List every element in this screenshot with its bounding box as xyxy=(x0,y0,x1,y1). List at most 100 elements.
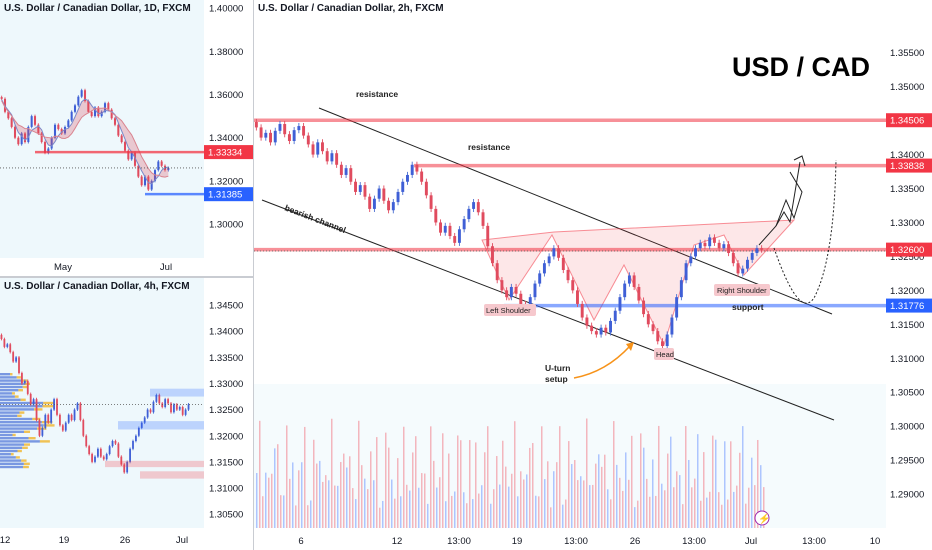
main-volume-bar xyxy=(475,442,477,528)
main-price-tick: 1.34000 xyxy=(890,150,924,161)
main-volume-bar xyxy=(379,507,381,528)
main-volume-bar xyxy=(733,491,735,528)
main-label-resistance-mid: resistance xyxy=(468,142,510,152)
main-volume-bar xyxy=(337,485,339,528)
main-price-axis-svg[interactable]: 1.35500 1.35000 1.34000 1.33500 1.33000 1.325… xyxy=(886,0,932,550)
main-price-tick: 1.30000 xyxy=(890,422,924,433)
h4-price-tick: 1.30500 xyxy=(209,510,243,521)
main-heading: USD / CAD xyxy=(732,52,870,82)
main-price-tick: 1.31500 xyxy=(890,320,924,331)
main-volume-bar xyxy=(391,479,393,528)
main-candle-body xyxy=(538,273,542,284)
main-volume-bar xyxy=(358,420,360,528)
h4-candle-body xyxy=(21,373,23,384)
main-volume-bar xyxy=(427,503,429,528)
main-price-tick: 1.29500 xyxy=(890,456,924,467)
main-price-tick: 1.33000 xyxy=(890,218,924,229)
h4-candle-body xyxy=(67,414,70,423)
main-volume-bar xyxy=(568,441,570,528)
h4-volume-profile-bar xyxy=(0,414,18,417)
main-price-axis[interactable]: 1.35500 1.35000 1.34000 1.33500 1.33000 1.325… xyxy=(886,0,932,550)
main-volume-bar xyxy=(550,507,552,528)
main-candle-body xyxy=(736,263,740,274)
main-volume-bar xyxy=(340,462,342,528)
main-label-support: support xyxy=(732,302,764,312)
main-candle-body xyxy=(481,212,485,226)
main-candle-body xyxy=(415,164,419,172)
daily-price-axis[interactable]: 1.40000 1.38000 1.36000 1.34000 1.32000 1.300… xyxy=(204,0,254,275)
main-time-tick: 10 xyxy=(870,536,881,547)
main-candle-body xyxy=(604,327,608,333)
main-candle-body xyxy=(269,132,272,143)
daily-axis-background xyxy=(204,0,254,275)
main-head-shoulders-pattern xyxy=(481,219,796,347)
main-volume-bar xyxy=(259,420,261,528)
h4-chart-panel[interactable]: 12 19 26 Jul U.S. Dollar / Canadian Dollar,… xyxy=(0,278,204,550)
daily-time-tick: May xyxy=(54,262,72,273)
daily-candle-body xyxy=(160,161,163,166)
daily-candle-body xyxy=(70,111,73,121)
h4-volume-profile-bar-highlight xyxy=(21,459,27,462)
main-candle-body xyxy=(335,153,339,165)
main-volume-bar xyxy=(556,462,558,528)
main-volume-bar xyxy=(685,426,687,528)
daily-candle-body xyxy=(50,137,53,149)
main-volume-bar xyxy=(517,496,519,528)
main-volume-bar xyxy=(355,499,357,528)
main-candle-body xyxy=(457,229,461,243)
main-price-tick: 1.33500 xyxy=(890,184,924,195)
main-volume-bar xyxy=(274,448,276,528)
main-volume-bar xyxy=(385,432,387,528)
main-candle-body xyxy=(750,253,754,260)
h4-volume-profile-bar xyxy=(0,430,25,433)
daily-candle-body xyxy=(127,150,130,160)
h4-price-tick: 1.33500 xyxy=(209,353,243,364)
h4-volume-profile-bar-highlight xyxy=(17,449,22,453)
daily-chart-panel[interactable]: May Jul U.S. Dollar / Canadian Dollar, 1D… xyxy=(0,0,204,275)
main-candle-body xyxy=(368,196,372,209)
main-candle-body xyxy=(722,244,726,249)
h4-volume-profile-bar-highlight xyxy=(16,376,21,379)
h4-candle-body xyxy=(173,404,175,413)
h4-price-axis-svg[interactable]: 1.34500 1.34000 1.33500 1.33000 1.32500 1.320… xyxy=(204,278,254,550)
main-candle-body xyxy=(486,225,490,247)
h4-volume-profile-bar-highlight xyxy=(24,430,31,433)
daily-price-tag-bg xyxy=(204,145,254,160)
main-candle-body xyxy=(448,225,452,237)
main-volume-bar xyxy=(361,465,363,528)
main-volume-bar xyxy=(463,492,465,528)
h4-chart-svg[interactable]: 12 19 26 Jul xyxy=(0,278,204,550)
main-candle-body xyxy=(363,185,367,197)
daily-chart-svg[interactable]: May Jul xyxy=(0,0,204,275)
daily-ma-fast xyxy=(1,98,169,185)
h4-volume-profile-bar xyxy=(0,395,15,398)
main-price-tick: 1.32000 xyxy=(890,286,924,297)
h4-volume-profile-bar-highlight xyxy=(42,405,54,408)
h4-volume-profile-bar-highlight xyxy=(20,398,26,401)
daily-candle-body xyxy=(13,126,17,138)
main-candle-body xyxy=(292,130,296,141)
main-volume-bar xyxy=(403,426,405,528)
h4-price-axis[interactable]: 1.34500 1.34000 1.33500 1.33000 1.32500 1.320… xyxy=(204,278,254,550)
main-volume-bar xyxy=(322,481,324,528)
daily-candle-body xyxy=(150,180,153,190)
daily-price-axis-svg[interactable]: 1.40000 1.38000 1.36000 1.34000 1.32000 1.300… xyxy=(204,0,254,275)
h4-volume-profile-bar xyxy=(0,373,10,376)
main-volume-bar xyxy=(577,480,579,528)
main-volume-bar xyxy=(739,452,741,528)
daily-candle-body xyxy=(30,116,33,127)
main-volume-bar xyxy=(499,484,501,528)
main-label-right-shoulder: Right Shoulder xyxy=(717,286,767,295)
h4-volume-profile-bar-highlight xyxy=(10,373,13,376)
daily-price-tick: 1.36000 xyxy=(209,90,243,101)
main-volume-bar xyxy=(271,473,273,528)
main-volume-bar xyxy=(256,473,258,528)
main-chart-panel[interactable]: resistance resistance bearish channel Left … xyxy=(254,0,886,550)
h4-volume-profile-bar-highlight xyxy=(19,411,25,414)
main-volume-bar xyxy=(343,453,345,528)
main-volume-bar xyxy=(394,498,396,528)
daily-candle-body xyxy=(140,176,143,186)
main-candle-body xyxy=(509,286,513,298)
h4-candle-body xyxy=(105,454,108,460)
